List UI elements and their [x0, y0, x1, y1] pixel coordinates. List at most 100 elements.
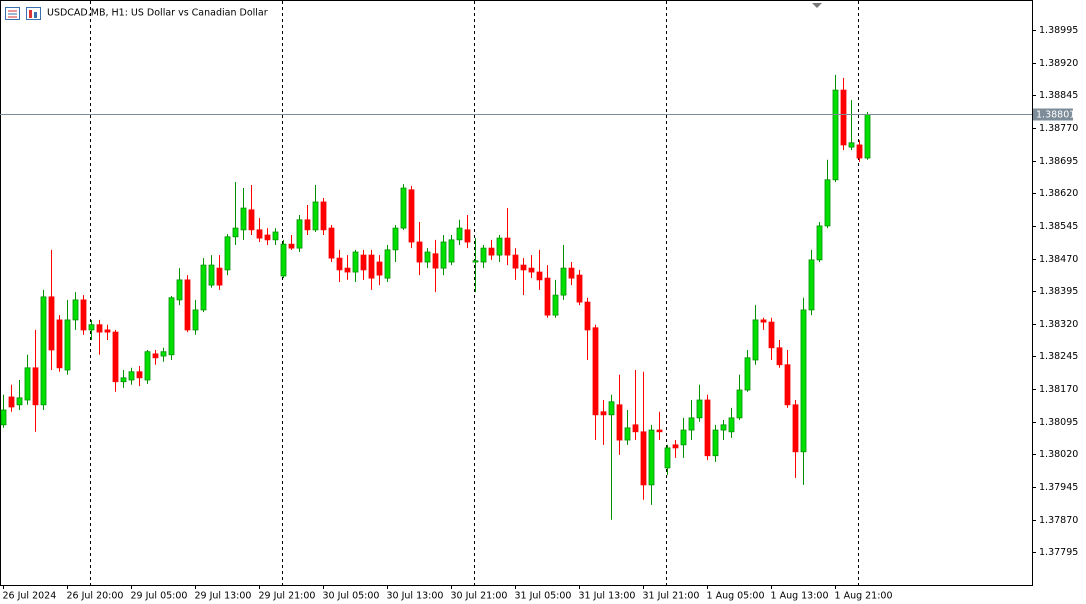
chart-title: USDCAD.MB, H1: US Dollar vs Canadian Dol…	[47, 8, 268, 19]
candle-body	[344, 267, 351, 273]
candle-body	[208, 264, 215, 286]
candle-body	[48, 296, 55, 351]
candle-body	[416, 241, 423, 263]
candle-body	[64, 319, 71, 371]
candle-body	[768, 321, 775, 349]
y-tick-label: 1.37795	[1039, 547, 1078, 558]
x-tick-label: 26 Jul 2024	[3, 591, 57, 602]
candle-body	[760, 319, 767, 323]
candle-body	[72, 299, 79, 321]
candle-body	[800, 309, 807, 453]
x-tick-label: 26 Jul 20:00	[67, 591, 124, 602]
candle-body	[304, 219, 311, 231]
y-tick-label: 1.38245	[1039, 351, 1078, 362]
candle-body	[272, 231, 279, 241]
candle-body	[24, 367, 31, 401]
plot-frame	[0, 0, 1033, 586]
candle-body	[320, 201, 327, 231]
candle-body	[376, 261, 383, 276]
candle-body	[424, 251, 431, 263]
candle-body	[8, 396, 15, 408]
candle-body	[848, 142, 855, 148]
x-tick-label: 30 Jul 05:00	[323, 591, 380, 602]
candle-body	[808, 259, 815, 311]
candle-body	[448, 239, 455, 263]
candle-body	[496, 237, 503, 256]
y-tick-label: 1.38695	[1039, 156, 1078, 167]
x-tick-label: 1 Aug 13:00	[771, 591, 829, 602]
candle-body	[584, 301, 591, 331]
candle-body	[32, 367, 39, 406]
y-tick-label: 1.38095	[1039, 417, 1078, 428]
y-tick-label: 1.38845	[1039, 90, 1078, 101]
candle-body	[720, 424, 727, 431]
candle-body	[856, 144, 863, 159]
candle-body	[736, 389, 743, 419]
y-tick-label: 1.38020	[1039, 449, 1078, 460]
candle-body	[0, 409, 7, 426]
symbol-icons	[5, 7, 41, 20]
candle-body	[464, 229, 471, 243]
candle-body	[80, 299, 87, 331]
candle-body	[248, 209, 255, 231]
candle-body	[600, 411, 607, 416]
candle-body	[152, 353, 159, 359]
candle-body	[656, 429, 663, 433]
candle-body	[168, 297, 175, 356]
candle-body	[264, 234, 271, 241]
candle-body	[552, 294, 559, 316]
candle-body	[528, 267, 535, 273]
y-tick-label: 1.38545	[1039, 221, 1078, 232]
candles	[0, 74, 871, 520]
candle-body	[712, 429, 719, 457]
candle-body	[96, 324, 103, 333]
candle-body	[128, 371, 135, 381]
candle-body	[624, 427, 631, 441]
candle-body	[200, 264, 207, 311]
candle-body	[368, 254, 375, 279]
candle-body	[704, 399, 711, 457]
candle-body	[864, 114, 871, 159]
candle-body	[240, 207, 247, 231]
candle-body	[328, 227, 335, 259]
candle-body	[648, 429, 655, 486]
candle-body	[88, 324, 95, 331]
candle-body	[544, 277, 551, 316]
candle-body	[616, 404, 623, 441]
candle-body	[160, 351, 167, 357]
candle-body	[224, 236, 231, 271]
x-tick-label: 1 Aug 21:00	[835, 591, 893, 602]
candle-body	[784, 364, 791, 406]
candle-body	[816, 225, 823, 261]
candle-body	[400, 187, 407, 229]
candle-body	[432, 253, 439, 269]
x-tick-label: 1 Aug 05:00	[707, 591, 765, 602]
y-tick-label: 1.38395	[1039, 286, 1078, 297]
candle-body	[216, 267, 223, 286]
candle-body	[408, 189, 415, 243]
candle-body	[672, 444, 679, 449]
candle-body	[608, 401, 615, 416]
candle-body	[728, 417, 735, 433]
candle-body	[288, 243, 295, 249]
current-price-box	[1033, 108, 1073, 121]
y-tick-label: 1.38920	[1039, 58, 1078, 69]
candle-body	[136, 371, 143, 379]
y-tick-label: 1.38320	[1039, 319, 1078, 330]
x-tick-label: 31 Jul 05:00	[515, 591, 572, 602]
y-tick-label: 1.37870	[1039, 515, 1078, 526]
y-tick-label: 1.38995	[1039, 25, 1078, 36]
candle-body	[360, 254, 367, 271]
candle-body	[352, 251, 359, 273]
candle-body	[384, 249, 391, 279]
x-tick-label: 30 Jul 21:00	[451, 591, 508, 602]
y-tick-label: 1.38170	[1039, 384, 1078, 395]
x-tick-label: 29 Jul 21:00	[259, 591, 316, 602]
candle-body	[680, 429, 687, 446]
candle-body	[144, 351, 151, 381]
candle-body	[568, 267, 575, 279]
candle-body	[480, 247, 487, 263]
y-tick-label: 1.38620	[1039, 188, 1078, 199]
y-tick-label: 1.37945	[1039, 482, 1078, 493]
